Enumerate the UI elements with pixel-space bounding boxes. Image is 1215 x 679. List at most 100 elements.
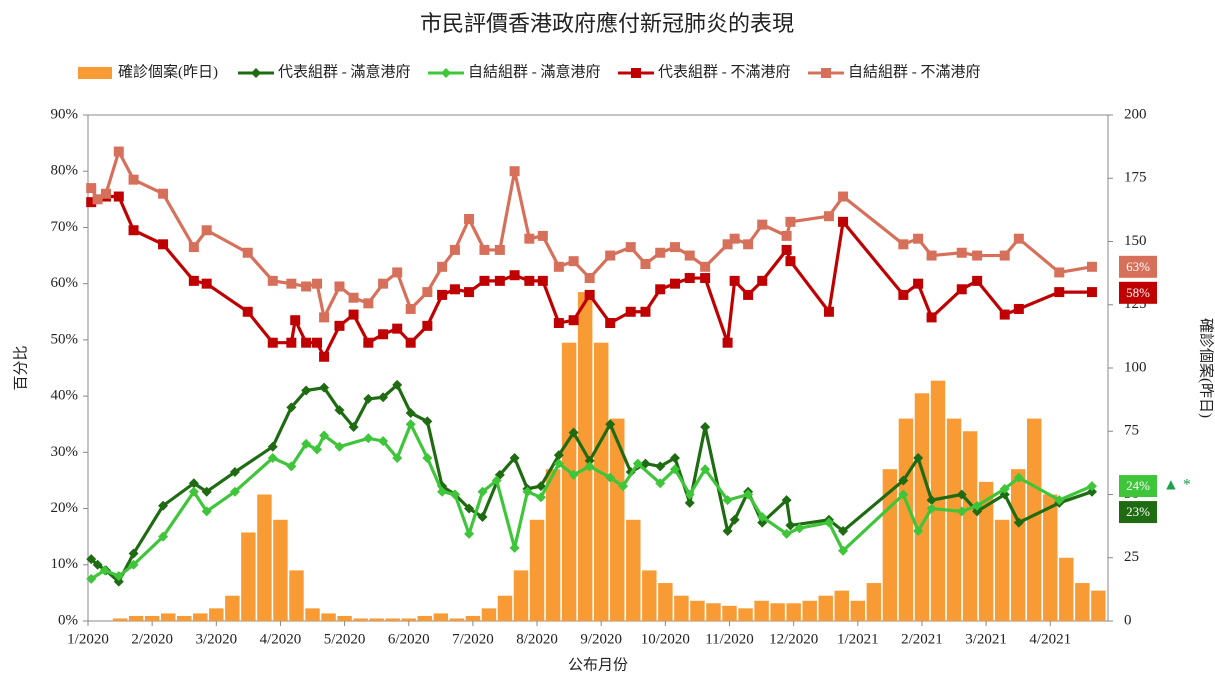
point-marker — [378, 278, 389, 289]
point-marker — [348, 309, 359, 320]
point-marker — [422, 416, 433, 427]
y-tick-label: 60% — [51, 275, 79, 291]
point-marker — [201, 278, 212, 289]
case-bar — [209, 608, 224, 621]
case-bar — [481, 608, 497, 621]
point-marker — [229, 486, 240, 497]
point-marker — [999, 250, 1010, 261]
point-marker — [92, 559, 103, 570]
case-bar — [321, 613, 336, 621]
point-marker — [655, 284, 666, 295]
point-marker — [477, 511, 488, 522]
point-marker — [729, 233, 740, 244]
point-marker — [464, 503, 475, 514]
point-marker — [509, 452, 520, 463]
x-tick-label: 3/2021 — [965, 631, 1007, 647]
point-marker — [405, 303, 416, 314]
point-marker — [684, 497, 695, 508]
point-marker — [898, 475, 909, 486]
point-marker — [757, 275, 768, 286]
point-marker — [535, 492, 546, 503]
point-marker — [913, 233, 924, 244]
point-marker — [684, 250, 695, 261]
case-bar — [128, 615, 144, 621]
point-marker — [584, 455, 595, 466]
point-marker — [838, 216, 849, 227]
x-axis-label: 公布月份 — [568, 656, 628, 673]
case-bar — [369, 618, 384, 621]
point-marker — [422, 320, 433, 331]
case-bar — [1027, 418, 1042, 621]
case-bar — [1075, 583, 1090, 621]
case-bar — [1059, 557, 1074, 621]
point-marker — [838, 526, 849, 537]
point-marker — [422, 452, 433, 463]
point-marker — [99, 565, 110, 576]
point-marker — [188, 242, 199, 253]
point-marker — [267, 452, 278, 463]
point-marker — [113, 191, 124, 202]
point-marker — [926, 312, 937, 323]
point-marker — [568, 315, 579, 326]
point-marker — [201, 506, 212, 517]
x-tick-label: 4/2021 — [1029, 631, 1071, 647]
point-marker — [509, 270, 520, 281]
point-marker — [464, 287, 475, 298]
point-marker — [785, 216, 796, 227]
y2-tick-label: 150 — [1124, 233, 1147, 249]
point-marker — [301, 385, 312, 396]
value-label-box — [1119, 475, 1157, 498]
point-marker — [743, 489, 754, 500]
point-marker — [1086, 287, 1097, 298]
point-marker — [700, 422, 711, 433]
point-marker — [700, 261, 711, 272]
point-marker — [781, 495, 792, 506]
point-marker — [479, 244, 490, 255]
point-marker — [363, 298, 374, 309]
value-label-box — [1119, 501, 1157, 524]
point-marker — [785, 256, 796, 267]
point-marker — [128, 548, 139, 559]
point-marker — [625, 306, 636, 317]
x-tick-label: 10/2020 — [641, 631, 690, 647]
value-label-box — [1119, 255, 1157, 278]
point-marker — [535, 481, 546, 492]
point-marker — [972, 500, 983, 511]
case-bar — [337, 615, 352, 621]
point-marker — [722, 495, 733, 506]
point-marker — [972, 275, 983, 286]
case-bar — [449, 618, 465, 621]
value-label-box — [1119, 281, 1157, 304]
y-tick-label: 50% — [51, 331, 79, 347]
x-tick-label: 6/2020 — [388, 631, 430, 647]
point-marker — [188, 275, 199, 286]
case-bar — [658, 583, 673, 621]
point-marker — [655, 478, 666, 489]
case-bar — [225, 595, 240, 621]
point-marker — [464, 214, 475, 225]
value-label: 63% — [1119, 255, 1157, 278]
case-bar — [962, 431, 978, 621]
point-marker — [1013, 303, 1024, 314]
point-marker — [334, 281, 345, 292]
x-tick-label: 11/2020 — [705, 631, 754, 647]
legend-label: 代表組群 - 滿意港府 — [278, 62, 411, 80]
y-tick-label: 70% — [51, 219, 79, 235]
point-marker — [363, 393, 374, 404]
case-bar — [738, 608, 753, 621]
point-marker — [286, 461, 297, 472]
case-bar — [754, 600, 769, 621]
point-marker — [128, 225, 139, 236]
point-marker — [242, 306, 253, 317]
case-bar — [930, 380, 946, 621]
y-tick-label: 40% — [51, 388, 79, 404]
case-bar — [497, 595, 513, 621]
value-label: 24% — [1119, 475, 1157, 498]
case-bar — [112, 618, 128, 621]
chart-title: 市民評價香港政府應付新冠肺炎的表現 — [420, 11, 794, 36]
point-marker — [584, 289, 595, 300]
x-tick-label: 7/2020 — [452, 631, 494, 647]
case-bar — [882, 469, 898, 621]
point-marker — [494, 244, 505, 255]
point-marker — [378, 436, 389, 447]
